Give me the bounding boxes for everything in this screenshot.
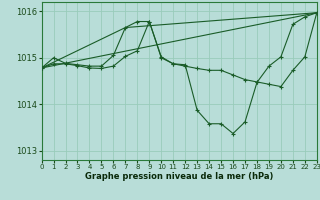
X-axis label: Graphe pression niveau de la mer (hPa): Graphe pression niveau de la mer (hPa) — [85, 172, 273, 181]
